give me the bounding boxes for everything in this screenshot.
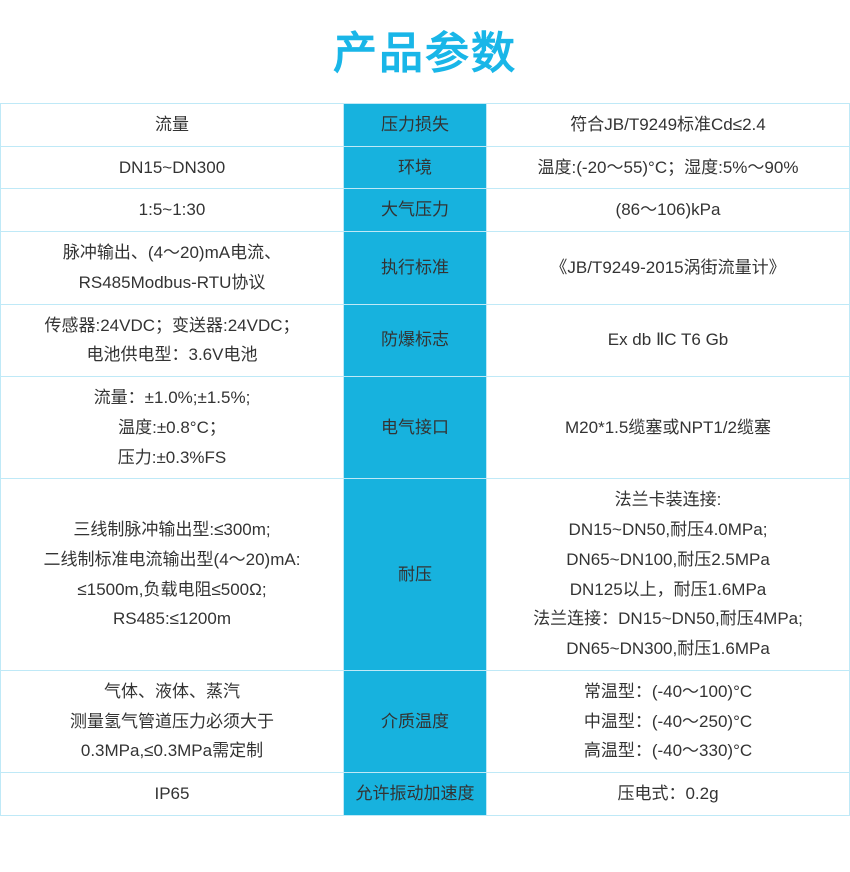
cell-line: 脉冲输出、(4～20)mA电流、 — [62, 243, 282, 263]
row-left-cell: 1:5~1:30 — [0, 188, 344, 233]
row-left-cell: 脉冲输出、(4～20)mA电流、 RS485Modbus-RTU协议 — [0, 231, 344, 305]
row-right-cell: 常温型：(-40～100)°C 中温型：(-40～250)°C 高温型：(-40… — [486, 669, 850, 774]
table-row: 流量：±1.0%;±1.5%; 温度:±0.8°C； 压力:±0.3%FS 电气… — [0, 376, 850, 480]
row-right-cell: Ex db ⅡC T6 Gb — [486, 303, 850, 378]
cell-line: RS485Modbus-RTU协议 — [78, 272, 266, 292]
row-label-cell: 环境 — [343, 145, 487, 190]
row-right-cell: (86～106)kPa — [486, 188, 850, 233]
row-label-cell: 介质温度 — [343, 669, 487, 774]
cell-line: 中温型：(-40～250)°C — [583, 711, 753, 731]
cell-line: 常温型：(-40～100)°C — [583, 681, 753, 701]
row-right-cell: 《JB/T9249-2015涡街流量计》 — [486, 231, 850, 305]
cell-line: 流量：±1.0%;±1.5%; — [93, 388, 251, 408]
row-left-cell: 流量：±1.0%;±1.5%; 温度:±0.8°C； 压力:±0.3%FS — [0, 376, 344, 480]
table-row: 流量 压力损失 符合JB/T9249标准Cd≤2.4 — [0, 102, 850, 147]
row-left-cell: 传感器:24VDC；变送器:24VDC； 电池供电型：3.6V电池 — [0, 303, 344, 378]
spec-table: 流量 压力损失 符合JB/T9249标准Cd≤2.4 DN15~DN300 环境… — [0, 102, 850, 816]
row-label-cell: 耐压 — [343, 478, 487, 671]
cell-line: Ex db ⅡC T6 Gb — [607, 330, 729, 350]
row-label-cell: 压力损失 — [343, 102, 487, 147]
row-left-cell: 三线制脉冲输出型:≤300m; 二线制标准电流输出型(4～20)mA: ≤150… — [0, 478, 344, 671]
cell-line: (86～106)kPa — [615, 200, 721, 220]
cell-line: ≤1500m,负载电阻≤500Ω; — [77, 579, 267, 599]
row-label-cell: 执行标准 — [343, 231, 487, 305]
table-row: 气体、液体、蒸汽 测量氢气管道压力必须大于 0.3MPa,≤0.3MPa需定制 … — [0, 669, 850, 774]
table-row: 1:5~1:30 大气压力 (86～106)kPa — [0, 188, 850, 233]
cell-line: 测量氢气管道压力必须大于 — [70, 711, 274, 731]
cell-line: M20*1.5缆塞或NPT1/2缆塞 — [565, 417, 771, 437]
table-row: 脉冲输出、(4～20)mA电流、 RS485Modbus-RTU协议 执行标准 … — [0, 231, 850, 305]
table-row: 传感器:24VDC；变送器:24VDC； 电池供电型：3.6V电池 防爆标志 E… — [0, 303, 850, 378]
row-label-cell: 电气接口 — [343, 376, 487, 480]
row-right-cell: 温度:(-20～55)°C；湿度:5%～90% — [486, 145, 850, 190]
cell-line: 二线制标准电流输出型(4～20)mA: — [43, 549, 301, 569]
cell-line: 0.3MPa,≤0.3MPa需定制 — [80, 741, 264, 761]
row-left-cell: DN15~DN300 — [0, 145, 344, 190]
row-right-cell: 符合JB/T9249标准Cd≤2.4 — [486, 102, 850, 147]
cell-line: DN65~DN300,耐压1.6MPa — [566, 639, 770, 659]
cell-line: IP65 — [154, 784, 190, 804]
cell-line: 电池供电型：3.6V电池 — [86, 345, 258, 365]
cell-line: 流量 — [155, 114, 189, 134]
cell-line: DN15~DN50,耐压4.0MPa; — [568, 520, 768, 540]
cell-line: 温度:(-20～55)°C；湿度:5%～90% — [537, 157, 799, 177]
cell-line: 符合JB/T9249标准Cd≤2.4 — [570, 114, 766, 134]
cell-line: 高温型：(-40～330)°C — [583, 741, 753, 761]
table-row: 三线制脉冲输出型:≤300m; 二线制标准电流输出型(4～20)mA: ≤150… — [0, 478, 850, 671]
cell-line: 《JB/T9249-2015涡街流量计》 — [550, 257, 786, 277]
cell-line: 法兰连接：DN15~DN50,耐压4MPa; — [533, 609, 803, 629]
row-right-cell: M20*1.5缆塞或NPT1/2缆塞 — [486, 376, 850, 480]
row-left-cell: 流量 — [0, 102, 344, 147]
row-left-cell: 气体、液体、蒸汽 测量氢气管道压力必须大于 0.3MPa,≤0.3MPa需定制 — [0, 669, 344, 774]
cell-line: 温度:±0.8°C； — [118, 417, 226, 437]
cell-line: 压电式：0.2g — [617, 784, 719, 804]
cell-line: 法兰卡装连接: — [614, 490, 722, 510]
cell-line: RS485:≤1200m — [112, 609, 231, 629]
cell-line: 三线制脉冲输出型:≤300m; — [73, 520, 271, 540]
spec-table-body: 流量 压力损失 符合JB/T9249标准Cd≤2.4 DN15~DN300 环境… — [0, 102, 850, 816]
table-row: DN15~DN300 环境 温度:(-20～55)°C；湿度:5%～90% — [0, 145, 850, 190]
row-label-cell: 大气压力 — [343, 188, 487, 233]
row-label-cell: 允许振动加速度 — [343, 772, 487, 816]
cell-line: 压力:±0.3%FS — [117, 447, 227, 467]
cell-line: 1:5~1:30 — [138, 200, 206, 220]
cell-line: 传感器:24VDC；变送器:24VDC； — [44, 315, 300, 335]
row-right-cell: 法兰卡装连接: DN15~DN50,耐压4.0MPa; DN65~DN100,耐… — [486, 478, 850, 671]
page-title: 产品参数 — [333, 29, 517, 78]
row-label-cell: 防爆标志 — [343, 303, 487, 378]
table-row: IP65 允许振动加速度 压电式：0.2g — [0, 772, 850, 816]
row-right-cell: 压电式：0.2g — [486, 772, 850, 816]
cell-line: 气体、液体、蒸汽 — [104, 681, 240, 701]
row-left-cell: IP65 — [0, 772, 344, 816]
cell-line: DN65~DN100,耐压2.5MPa — [566, 549, 770, 569]
cell-line: DN15~DN300 — [118, 157, 226, 177]
cell-line: DN125以上，耐压1.6MPa — [569, 579, 767, 599]
